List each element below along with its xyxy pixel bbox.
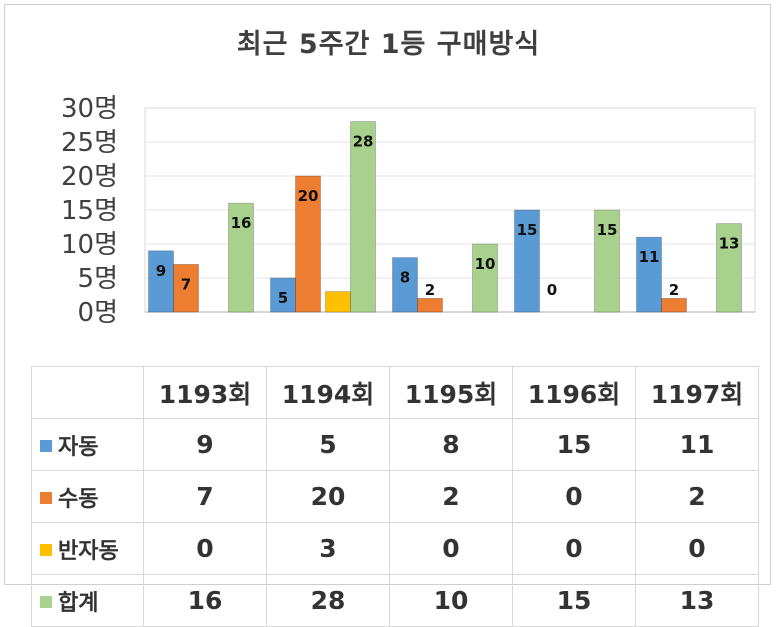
table-cell: 7	[143, 470, 267, 523]
data-label: 8	[400, 269, 410, 287]
table-cell: 8	[389, 418, 513, 471]
row-label-semi-auto: 반자동	[31, 522, 144, 575]
y-tick-label: 5명	[78, 264, 118, 294]
table-cell: 5	[266, 418, 390, 471]
table-cell: 0	[512, 522, 636, 575]
bar	[514, 209, 540, 313]
table-cell: 9	[143, 418, 267, 471]
table-cell: 2	[635, 470, 759, 523]
category-label-1193: 1193회	[143, 366, 267, 419]
data-label: 15	[517, 221, 538, 239]
legend-swatch-total	[40, 595, 52, 608]
bar	[392, 257, 418, 313]
table-cell: 28	[266, 574, 390, 627]
bar	[295, 175, 321, 313]
data-label: 10	[475, 255, 496, 273]
y-tick-label: 15명	[61, 196, 118, 226]
bar	[594, 209, 620, 313]
table-cell: 13	[635, 574, 759, 627]
y-tick-label: 30명	[61, 94, 118, 124]
table-cell: 3	[266, 522, 390, 575]
y-tick-label: 20명	[61, 162, 118, 192]
data-label: 15	[597, 221, 618, 239]
data-label: 2	[425, 281, 435, 299]
table-cell: 0	[635, 522, 759, 575]
data-label: 28	[353, 133, 374, 151]
table-cell: 11	[635, 418, 759, 471]
chart-title: 최근 5주간 1등 구매방식	[236, 29, 541, 60]
table-row-manual: 수동 7 20 2 0 2	[31, 470, 759, 523]
table-row-semi-auto: 반자동 0 3 0 0 0	[31, 522, 759, 575]
table-cell: 15	[512, 574, 636, 627]
table-row-total: 합계 16 28 10 15 13	[31, 574, 759, 627]
category-label-1197: 1197회	[635, 366, 759, 419]
y-tick-label: 0명	[78, 298, 118, 328]
category-label-1195: 1195회	[389, 366, 513, 419]
data-label: 2	[669, 281, 679, 299]
data-label: 7	[181, 275, 191, 293]
table-cell: 15	[512, 418, 636, 471]
data-label: 16	[231, 214, 252, 232]
bar	[325, 291, 351, 313]
data-label: 9	[156, 262, 166, 280]
category-label-1194: 1194회	[266, 366, 390, 419]
series-name-manual: 수동	[58, 486, 99, 512]
bar	[716, 223, 742, 313]
data-label: 13	[719, 235, 740, 253]
bar	[472, 243, 498, 313]
legend-swatch-auto	[40, 439, 52, 452]
bar	[350, 121, 376, 313]
category-header-row: 1193회 1194회 1195회 1196회 1197회	[31, 366, 759, 419]
series-name-semi-auto: 반자동	[58, 538, 119, 564]
table-cell: 0	[389, 522, 513, 575]
bar	[661, 297, 687, 313]
series-name-auto: 자동	[58, 434, 99, 460]
bars	[148, 121, 742, 313]
data-label: 11	[639, 248, 660, 266]
data-label: 0	[547, 281, 557, 299]
table-cell: 10	[389, 574, 513, 627]
row-label-manual: 수동	[31, 470, 144, 523]
row-label-auto: 자동	[31, 418, 144, 471]
table-cell: 0	[143, 522, 267, 575]
corner-cell	[31, 366, 144, 419]
y-tick-label: 25명	[61, 128, 118, 158]
bar	[148, 250, 174, 313]
table-row-auto: 자동 9 5 8 15 11	[31, 418, 759, 471]
bar	[270, 277, 296, 313]
category-label-1196: 1196회	[512, 366, 636, 419]
table-cell: 2	[389, 470, 513, 523]
bar	[228, 202, 254, 313]
bar	[173, 263, 199, 313]
row-label-total: 합계	[31, 574, 144, 627]
legend-swatch-semi-auto	[40, 543, 52, 556]
data-table: 1193회 1194회 1195회 1196회 1197회 자동 9 5 8 1…	[31, 366, 759, 627]
bar	[636, 236, 662, 313]
data-label: 5	[278, 289, 288, 307]
y-axis-ticks: 0명 5명 10명 15명 20명 25명 30명	[61, 94, 118, 328]
table-cell: 16	[143, 574, 267, 627]
table-cell: 0	[512, 470, 636, 523]
data-label: 20	[298, 187, 319, 205]
bar	[417, 297, 443, 313]
y-tick-label: 10명	[61, 230, 118, 260]
table-cell: 20	[266, 470, 390, 523]
series-name-total: 합계	[58, 590, 99, 616]
legend-swatch-manual	[40, 491, 52, 504]
